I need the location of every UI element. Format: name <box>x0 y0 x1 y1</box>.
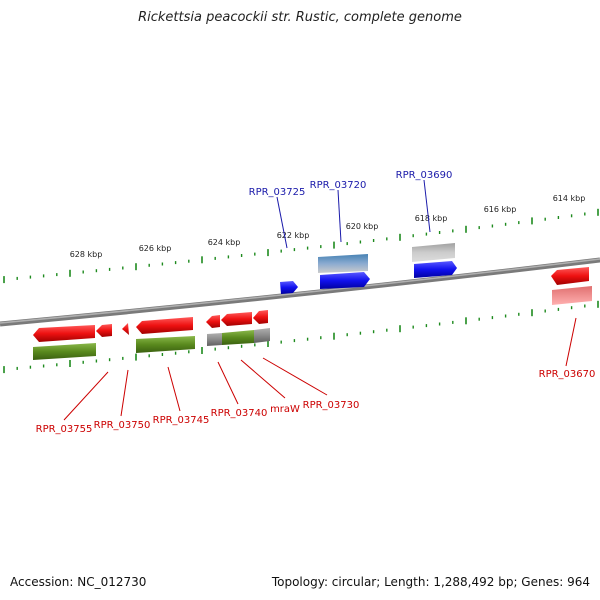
leader-rpr-03690 <box>423 179 431 233</box>
gene-feature-gray-1 <box>207 333 222 346</box>
gene-label-rpr-03725: RPR_03725 <box>249 187 306 198</box>
lower-tick-row <box>3 300 599 374</box>
cds-reverse-small <box>122 323 129 335</box>
cds-reverse-rpr-03730 <box>253 310 268 324</box>
map-title: Rickettsia peacockii str. Rustic, comple… <box>138 10 462 25</box>
leader-rpr-03670 <box>565 317 577 367</box>
cds-reverse-mraw <box>221 312 252 326</box>
gene-label-rpr-03730: RPR_03730 <box>303 400 360 411</box>
kbp-label-616: 616 kbp <box>484 205 517 214</box>
leader-rpr-03720 <box>337 189 342 243</box>
cds-forward-rpr-03725 <box>280 281 298 294</box>
cds-reverse-rpr-03755 <box>33 325 95 342</box>
gene-label-rpr-03670: RPR_03670 <box>539 369 596 380</box>
cds-forward-rpr-03690 <box>414 261 457 278</box>
genome-summary-text: Topology: circular; Length: 1,288,492 bp… <box>271 575 590 589</box>
cds-reverse-rpr-03670 <box>551 267 589 285</box>
gene-feature-green-3 <box>222 330 254 345</box>
leader-rpr-03745 <box>167 366 181 412</box>
gene-label-rpr-03755: RPR_03755 <box>36 424 93 435</box>
kbp-label-622: 622 kbp <box>277 231 310 240</box>
cds-reverse-rpr-03745 <box>136 317 193 334</box>
leader-rpr-03740 <box>217 361 239 405</box>
leader-mraw <box>240 359 286 399</box>
kbp-label-624: 624 kbp <box>208 238 241 247</box>
cds-forward-rpr-03720 <box>320 272 370 289</box>
kbp-label-614: 614 kbp <box>553 194 586 203</box>
accession-text: Accession: NC_012730 <box>10 575 147 589</box>
gene-label-rpr-03690: RPR_03690 <box>396 170 453 181</box>
gene-label-rpr-03745: RPR_03745 <box>153 415 210 426</box>
kbp-label-628: 628 kbp <box>70 250 103 259</box>
upper-tick-row <box>3 208 599 284</box>
gene-label-rpr-03720: RPR_03720 <box>310 180 367 191</box>
gene-feature-pink <box>552 286 592 305</box>
leader-rpr-03755 <box>63 371 109 421</box>
gene-label-rpr-03750: RPR_03750 <box>94 420 151 431</box>
cds-reverse-rpr-03750 <box>96 324 112 337</box>
leader-rpr-03750 <box>120 369 129 417</box>
gene-feature-light-gray <box>412 243 455 262</box>
kbp-label-618: 618 kbp <box>415 214 448 223</box>
gene-feature-gray-2 <box>254 328 270 343</box>
gene-feature-green-2 <box>136 336 195 353</box>
genome-backbone <box>0 257 600 327</box>
leader-rpr-03725 <box>276 196 288 249</box>
kbp-label-626: 626 kbp <box>139 244 172 253</box>
gene-label-mraw: mraW <box>270 404 300 415</box>
gene-label-rpr-03740: RPR_03740 <box>211 408 268 419</box>
leader-rpr-03730 <box>262 357 328 396</box>
kbp-label-620: 620 kbp <box>346 222 379 231</box>
gene-feature-steel <box>318 254 368 273</box>
gene-feature-green-1 <box>33 343 96 360</box>
cds-reverse-rpr-03740 <box>206 315 220 328</box>
